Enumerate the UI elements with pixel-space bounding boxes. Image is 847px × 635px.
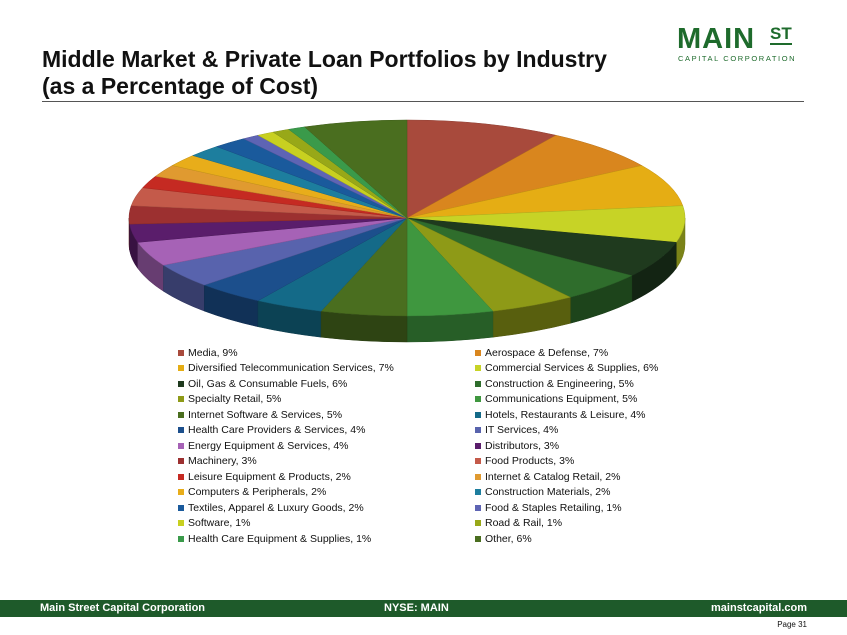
logo-st-text: ST bbox=[770, 24, 792, 45]
logo-main-text: MAIN bbox=[677, 23, 756, 55]
legend-item: Energy Equipment & Services, 4% bbox=[178, 438, 475, 454]
legend-swatch bbox=[475, 365, 481, 372]
legend-item: Internet & Catalog Retail, 2% bbox=[475, 469, 698, 485]
legend-item: Hotels, Restaurants & Leisure, 4% bbox=[475, 407, 698, 423]
title-divider bbox=[42, 101, 804, 102]
legend-swatch bbox=[475, 535, 481, 542]
legend-label: Internet Software & Services, 5% bbox=[188, 408, 343, 421]
legend-label: Specialty Retail, 5% bbox=[188, 393, 282, 406]
legend-item: IT Services, 4% bbox=[475, 423, 698, 439]
legend-label: Leisure Equipment & Products, 2% bbox=[188, 470, 351, 483]
legend-label: Aerospace & Defense, 7% bbox=[485, 346, 609, 359]
legend-label: Oil, Gas & Consumable Fuels, 6% bbox=[188, 377, 348, 390]
legend-label: Construction & Engineering, 5% bbox=[485, 377, 634, 390]
pie-slice-1 bbox=[406, 119, 557, 219]
legend-label: Software, 1% bbox=[188, 517, 251, 530]
legend-swatch bbox=[475, 473, 481, 480]
legend-swatch bbox=[475, 427, 481, 434]
legend-label: Road & Rail, 1% bbox=[485, 517, 563, 530]
legend-item: Health Care Providers & Services, 4% bbox=[178, 423, 475, 439]
title-line-2: (as a Percentage of Cost) bbox=[42, 73, 319, 99]
legend-item: Internet Software & Services, 5% bbox=[178, 407, 475, 423]
legend-label: Distributors, 3% bbox=[485, 439, 560, 452]
legend-swatch bbox=[475, 349, 481, 356]
legend-label: Communications Equipment, 5% bbox=[485, 393, 638, 406]
legend-swatch bbox=[475, 489, 481, 496]
legend-item: Software, 1% bbox=[178, 516, 475, 532]
legend-swatch bbox=[475, 396, 481, 403]
legend-label: Internet & Catalog Retail, 2% bbox=[485, 470, 621, 483]
legend-item: Health Care Equipment & Supplies, 1% bbox=[178, 531, 475, 547]
legend-swatch bbox=[475, 442, 481, 449]
legend-swatch bbox=[178, 520, 184, 527]
legend-item: Leisure Equipment & Products, 2% bbox=[178, 469, 475, 485]
legend-label: Commercial Services & Supplies, 6% bbox=[485, 362, 659, 375]
legend-swatch bbox=[178, 396, 184, 403]
legend-item: Aerospace & Defense, 7% bbox=[475, 345, 698, 361]
pie-slice-2 bbox=[406, 134, 643, 219]
footer-website[interactable]: mainstcapital.com bbox=[711, 602, 807, 614]
company-logo: MAIN ST CAPITAL CORPORATION bbox=[677, 24, 807, 64]
legend-swatch bbox=[178, 489, 184, 496]
legend-swatch bbox=[178, 535, 184, 542]
footer-ticker: NYSE: MAIN bbox=[384, 602, 449, 614]
legend-swatch bbox=[178, 504, 184, 511]
legend-label: Textiles, Apparel & Luxury Goods, 2% bbox=[188, 501, 364, 514]
logo-subtitle: CAPITAL CORPORATION bbox=[678, 54, 797, 63]
chart-legend: Media, 9% Aerospace & Defense, 7% Diversif… bbox=[178, 345, 698, 547]
slide-title: Middle Market & Private Loan Portfolios … bbox=[42, 46, 642, 100]
legend-item: Other, 6% bbox=[475, 531, 698, 547]
legend-label: Food & Staples Retailing, 1% bbox=[485, 501, 622, 514]
legend-label: Food Products, 3% bbox=[485, 455, 575, 468]
legend-swatch bbox=[475, 380, 481, 387]
footer-company: Main Street Capital Corporation bbox=[40, 602, 206, 614]
legend-swatch bbox=[178, 442, 184, 449]
legend-label: Energy Equipment & Services, 4% bbox=[188, 439, 349, 452]
legend-item: Food Products, 3% bbox=[475, 454, 698, 470]
title-line-1: Middle Market & Private Loan Portfolios … bbox=[42, 46, 607, 72]
legend-label: Diversified Telecommunication Services, … bbox=[188, 362, 394, 375]
pie-slice-26 bbox=[304, 119, 408, 219]
legend-swatch bbox=[178, 473, 184, 480]
legend-swatch bbox=[178, 427, 184, 434]
legend-label: IT Services, 4% bbox=[485, 424, 559, 437]
legend-swatch bbox=[475, 411, 481, 418]
legend-label: Media, 9% bbox=[188, 346, 238, 359]
legend-item: Food & Staples Retailing, 1% bbox=[475, 500, 698, 516]
legend-label: Computers & Peripherals, 2% bbox=[188, 486, 327, 499]
pie-chart bbox=[128, 119, 686, 343]
legend-swatch bbox=[178, 349, 184, 356]
legend-item: Diversified Telecommunication Services, … bbox=[178, 361, 475, 377]
legend-item: Oil, Gas & Consumable Fuels, 6% bbox=[178, 376, 475, 392]
legend-item: Commercial Services & Supplies, 6% bbox=[475, 361, 698, 377]
legend-item: Machinery, 3% bbox=[178, 454, 475, 470]
pie-slice-3 bbox=[406, 165, 684, 219]
legend-swatch bbox=[475, 520, 481, 527]
legend-item: Specialty Retail, 5% bbox=[178, 392, 475, 408]
legend-swatch bbox=[475, 458, 481, 465]
page-number: Page 31 bbox=[777, 620, 807, 629]
legend-swatch bbox=[178, 411, 184, 418]
legend-item: Construction Materials, 2% bbox=[475, 485, 698, 501]
legend-swatch bbox=[178, 380, 184, 387]
legend-label: Health Care Providers & Services, 4% bbox=[188, 424, 366, 437]
legend-label: Health Care Equipment & Supplies, 1% bbox=[188, 532, 372, 545]
legend-item: Media, 9% bbox=[178, 345, 475, 361]
legend-item: Communications Equipment, 5% bbox=[475, 392, 698, 408]
legend-label: Other, 6% bbox=[485, 532, 532, 545]
legend-label: Hotels, Restaurants & Leisure, 4% bbox=[485, 408, 646, 421]
legend-swatch bbox=[475, 504, 481, 511]
legend-item: Road & Rail, 1% bbox=[475, 516, 698, 532]
legend-item: Construction & Engineering, 5% bbox=[475, 376, 698, 392]
legend-item: Distributors, 3% bbox=[475, 438, 698, 454]
footer-bar: Main Street Capital Corporation NYSE: MA… bbox=[0, 600, 847, 617]
legend-swatch bbox=[178, 365, 184, 372]
legend-label: Machinery, 3% bbox=[188, 455, 257, 468]
legend-label: Construction Materials, 2% bbox=[485, 486, 611, 499]
legend-item: Textiles, Apparel & Luxury Goods, 2% bbox=[178, 500, 475, 516]
legend-item: Computers & Peripherals, 2% bbox=[178, 485, 475, 501]
legend-swatch bbox=[178, 458, 184, 465]
